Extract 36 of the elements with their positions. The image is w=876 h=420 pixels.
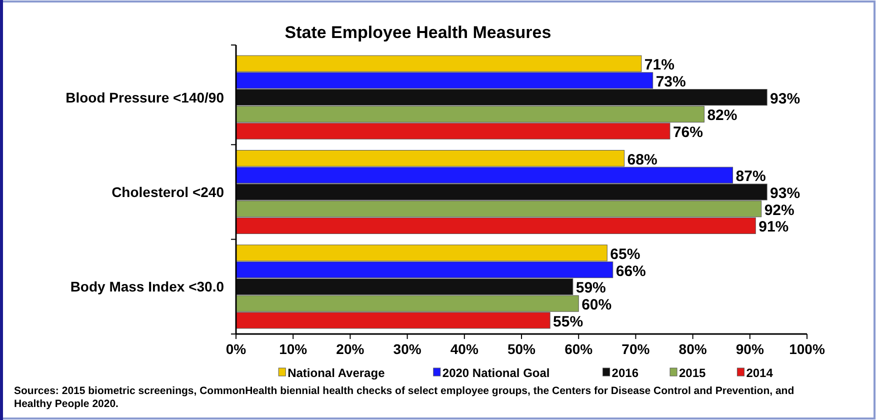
x-tick-label: 80% <box>678 341 708 357</box>
data-label: 82% <box>707 107 738 124</box>
y-tick-label: Blood Pressure <140/90 <box>66 89 224 106</box>
x-tick-label: 0% <box>226 341 247 357</box>
data-label: 91% <box>758 218 789 236</box>
legend-label: 2016 <box>612 366 639 380</box>
x-tick-label: 50% <box>507 341 536 357</box>
data-label: 55% <box>553 313 584 330</box>
x-tick-label: 70% <box>622 341 650 357</box>
x-tick-label: 40% <box>450 341 479 357</box>
data-label: 66% <box>616 262 646 280</box>
x-tick-label: 90% <box>736 341 764 357</box>
legend-label: National Average <box>288 366 386 380</box>
y-tick-label: Cholesterol <240 <box>112 184 224 200</box>
data-label: 71% <box>644 56 674 74</box>
legend-label: 2020 National Goal <box>442 366 550 380</box>
x-tick-label: 30% <box>393 341 422 357</box>
data-label: 93% <box>770 90 800 108</box>
chart-title: State Employee Health Measures <box>284 23 552 42</box>
x-tick-label: 60% <box>564 341 594 357</box>
x-tick-label: 10% <box>279 341 308 357</box>
y-tick-label: Body Mass Index <30.0 <box>70 278 224 295</box>
source-note: Sources: 2015 biometric screenings, CommonHealth biennial health checks of select employee groups, the Centers for Disease Control and Prevention, and Healthy People 2020. <box>14 385 794 410</box>
x-tick-label: 20% <box>336 341 365 357</box>
data-label: 68% <box>627 151 658 168</box>
x-tick-label: 100% <box>789 341 826 357</box>
data-label: 65% <box>610 246 640 263</box>
data-label: 59% <box>576 280 606 297</box>
legend-label: 2015 <box>679 366 706 380</box>
data-label: 76% <box>672 124 703 142</box>
legend-label: 2014 <box>746 366 774 380</box>
data-label: 60% <box>582 296 612 314</box>
data-label: 93% <box>770 185 800 202</box>
data-label: 92% <box>764 202 794 219</box>
data-label: 87% <box>736 168 766 186</box>
data-label: 73% <box>656 73 686 90</box>
